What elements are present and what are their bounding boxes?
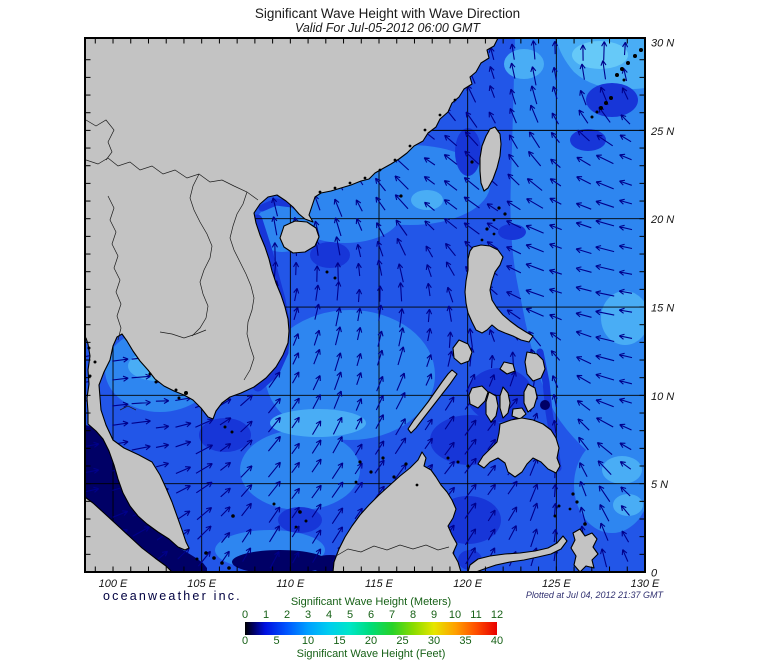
feet-tick-15: 15 [333,635,346,647]
feet-tick-30: 30 [427,635,441,647]
meters-tick-1: 1 [262,609,270,621]
landmass-halmahera [570,528,599,571]
landmass-mainland-asia [86,39,499,551]
lon-label-100: 100 E [99,578,128,590]
meters-tick-8: 8 [409,609,417,621]
axis-labels: 30 N 25 N 20 N 15 N 10 N 5 N 0 100 E 105 E 110 E 1… [99,38,675,590]
meters-tick-5: 5 [346,609,354,621]
feet-tick-20: 20 [364,635,378,647]
lon-label-115: 115 E [365,578,394,590]
land-masses [86,39,599,571]
meters-tick-3: 3 [304,609,312,621]
lon-label-105: 105 E [187,578,216,590]
small-islands [87,48,643,570]
page-title: Significant Wave Height with Wave Direct… [254,6,521,21]
meters-tick-4: 4 [325,609,333,621]
legend-feet-ticks: 0 5 10 15 20 25 30 35 40 [241,635,503,648]
landmass-mindanao [477,417,561,478]
meters-tick-9: 9 [430,609,438,621]
feet-tick-35: 35 [459,635,472,647]
country-borders [86,119,450,557]
landmass-sumatra [86,497,172,571]
meters-tick-7: 7 [388,609,396,621]
legend-meters-ticks: 0 1 2 3 4 5 6 7 8 9 10 11 12 [241,609,503,622]
landmass-luzon [464,244,534,343]
landmass-taiwan [479,126,502,192]
oceanweather-credit: oceanweather inc. [103,589,242,603]
landmass-cebu [499,386,511,419]
landmass-bohol [511,407,527,420]
degree-tick-marks [86,39,644,571]
lon-label-125: 125 E [542,578,571,590]
colorbar [245,622,497,635]
lat-label-5: 5 N [651,479,668,491]
lon-label-120: 120 E [453,578,482,590]
lon-label-110: 110 E [276,578,305,590]
lat-label-0: 0 [651,568,658,580]
landmass-mindoro [452,339,473,365]
legend-meters-label: Significant Wave Height (Meters) [290,596,452,608]
feet-tick-0: 0 [241,635,249,647]
lat-label-20: 20 N [650,214,674,226]
feet-tick-5: 5 [273,635,280,647]
landmass-panay [468,385,489,409]
meters-tick-11: 11 [470,609,482,621]
landmass-negros [485,391,499,423]
landmass-palawan [407,369,458,434]
meters-tick-12: 12 [490,609,504,621]
landmass-samar [524,351,546,382]
meters-tick-10: 10 [448,609,462,621]
meters-tick-0: 0 [241,609,249,621]
valid-time-subtitle: Valid For Jul-05-2012 06:00 GMT [294,21,481,35]
landmass-hainan [279,220,320,254]
meters-tick-2: 2 [283,609,291,621]
feet-tick-40: 40 [490,635,504,647]
legend-feet-label: Significant Wave Height (Feet) [296,648,446,660]
lon-label-130: 130 E [631,578,660,590]
landmass-masbate [499,361,516,375]
landmass-borneo [332,451,462,571]
lat-label-10: 10 N [651,391,674,403]
feet-tick-10: 10 [301,635,315,647]
landmass-leyte [523,383,538,413]
feet-tick-25: 25 [396,635,409,647]
lat-label-15: 15 N [651,303,674,315]
map-frame [84,37,646,573]
meters-tick-6: 6 [367,609,375,621]
lat-label-25: 25 N [650,126,674,138]
landmass-sulawesi [467,535,568,571]
lat-label-30: 30 N [651,38,674,50]
plotted-timestamp: Plotted at Jul 04, 2012 21:37 GMT [525,590,663,600]
